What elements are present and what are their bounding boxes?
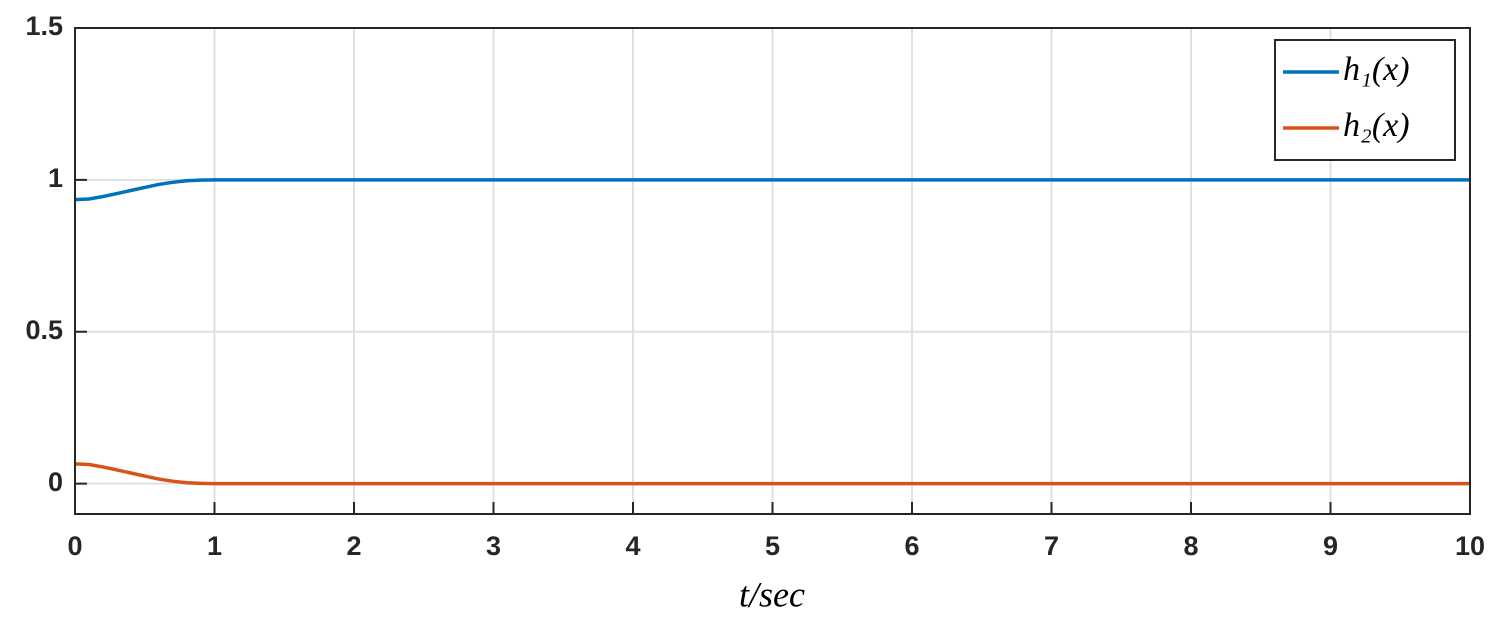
x-tick-label: 4	[625, 531, 640, 561]
x-tick-label: 0	[67, 531, 82, 561]
y-tick-label: 0.5	[25, 315, 63, 345]
y-tick-label: 0	[48, 467, 63, 497]
legend-box	[1274, 39, 1456, 161]
x-tick-label: 1	[207, 531, 222, 561]
plot-frame	[74, 27, 1471, 515]
x-tick-label: 10	[1455, 531, 1485, 561]
x-tick-label: 7	[1044, 531, 1059, 561]
y-tick-label: 1.5	[25, 11, 63, 41]
x-tick-label: 3	[486, 531, 501, 561]
series-line	[74, 178, 1470, 202]
x-tick-label: 9	[1323, 531, 1338, 561]
x-axis-label: t/sec	[739, 574, 805, 614]
x-tick-label: 2	[346, 531, 361, 561]
x-tick-label: 8	[1183, 531, 1198, 561]
legend-label: h₂(x)	[1343, 107, 1410, 144]
legend-label: h₁(x)	[1343, 51, 1410, 88]
x-tick-label: 6	[904, 531, 919, 561]
y-tick-label: 1	[48, 163, 63, 193]
series-line	[74, 462, 1470, 486]
x-tick-label: 5	[765, 531, 780, 561]
